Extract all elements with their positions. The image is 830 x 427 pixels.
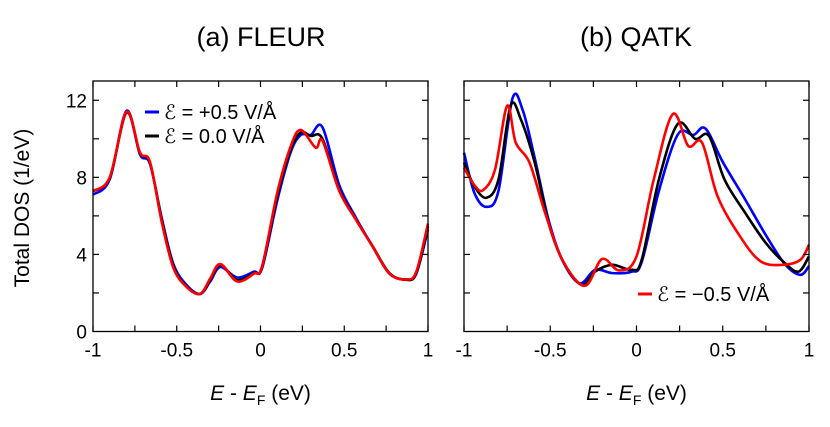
y-tick-label: 4 [76,245,87,266]
x-tick-label: 0 [255,341,266,362]
x-label-energy: E [586,382,601,405]
x-axis-label: E - EF (eV) [210,382,311,408]
x-tick-label: -1 [85,341,102,362]
x-tick-label: 0 [631,341,642,362]
y-axis-label: Total DOS (1/eV) [11,129,34,288]
y-tick-label: 0 [76,323,87,344]
x-tick-label: -0.5 [160,341,193,362]
x-label-fermi: E [243,382,258,405]
x-label-unit: (eV) [265,382,311,405]
x-label-sub: F [257,392,266,408]
x-tick-label: -0.5 [534,341,567,362]
y-tick-label: 8 [76,168,87,189]
y-tick-label: 12 [66,91,87,112]
x-label-sub: F [633,392,642,408]
x-label-fermi: E [619,382,634,405]
legend-label: ℰ = 0.0 V/Å [164,125,265,148]
x-tick-label: 0.5 [710,341,736,362]
legend-label: ℰ = −0.5 V/Å [657,283,770,306]
x-label-sep: - [224,382,243,405]
x-tick-label: -1 [456,341,473,362]
x-tick-label: 1 [423,341,434,362]
x-tick-label: 1 [804,341,815,362]
x-label-unit: (eV) [641,382,687,405]
panel-b-title: (b) QATK [580,22,692,52]
panel-b: -1 -0.5 0 0.5 1E - EF (eV)ℰ = −0.5 V/Å [456,80,815,408]
x-label-sep: - [600,382,619,405]
panel-a-title: (a) FLEUR [196,22,325,52]
x-tick-label: 0.5 [331,341,357,362]
series-line-2 [92,110,430,296]
x-label-energy: E [210,382,225,405]
series-line-2 [462,104,811,288]
x-axis-label: E - EF (eV) [586,382,687,408]
legend-label: ℰ = +0.5 V/Å [164,101,277,124]
